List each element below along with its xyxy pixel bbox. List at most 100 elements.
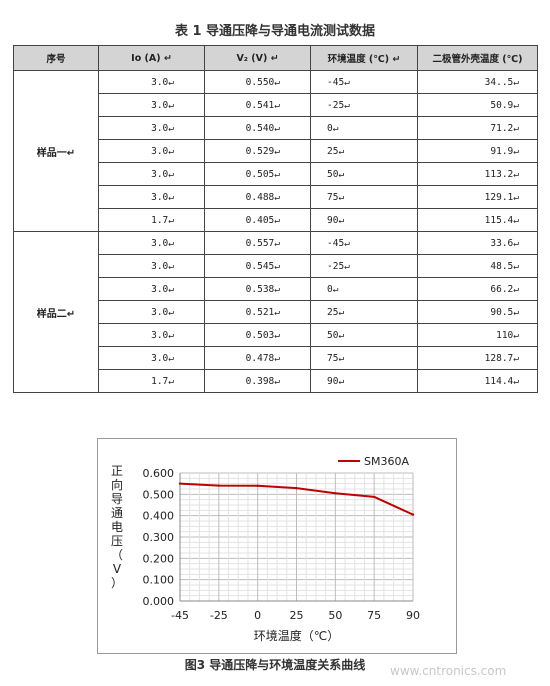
ambient-temp-cell: 50↵: [310, 323, 418, 347]
ambient-temp-cell: 25↵: [310, 300, 418, 324]
y-axis-label-char: 导: [111, 492, 123, 506]
current-cell: 3.0↵: [98, 231, 205, 255]
ambient-temp-cell: 0↵: [310, 277, 418, 301]
y-tick-label: 0.600: [143, 467, 175, 480]
header-ambient-temp: 环境温度 (℃) ↵: [310, 45, 418, 71]
current-cell: 3.0↵: [98, 139, 205, 163]
table-title: 表 1 导通压降与导通电流测试数据: [174, 24, 376, 39]
ambient-temp-cell: -45↵: [310, 70, 418, 94]
case-temp-cell: 115.4↵: [417, 208, 538, 232]
data-point: [411, 513, 415, 516]
table-row: 3.0↵ 0.529↵ 25↵ 91.9↵: [14, 139, 538, 163]
table-header-row: 序号 Io (A) ↵ V₂ (V) ↵ 环境温度 (℃) ↵ 二极管外壳温度 …: [13, 45, 538, 71]
y-tick-label: 0.000: [143, 595, 175, 608]
ambient-temp-cell: -45↵: [310, 231, 418, 255]
table-row: 样品一↵ 3.0↵ 0.550↵ -45↵ 34..5↵: [13, 70, 538, 232]
current-cell: 3.0↵: [98, 346, 205, 370]
voltage-cell: 0.503↵: [204, 323, 311, 347]
x-tick-label: 50: [328, 609, 342, 622]
y-axis-label-char: V: [113, 562, 122, 576]
voltage-cell: 0.550↵: [204, 70, 311, 94]
voltage-cell: 0.505↵: [204, 162, 311, 186]
x-tick-label: -45: [171, 609, 189, 622]
voltage-cell: 0.405↵: [204, 208, 311, 232]
y-tick-label: 0.400: [143, 510, 175, 523]
data-point: [334, 492, 337, 495]
y-tick-label: 0.500: [143, 488, 175, 501]
current-cell: 3.0↵: [98, 185, 205, 209]
case-temp-cell: 33.6↵: [417, 231, 538, 255]
y-tick-label: 0.100: [143, 574, 175, 587]
header-voltage: V₂ (V) ↵: [204, 45, 311, 71]
voltage-cell: 0.488↵: [204, 185, 311, 209]
current-cell: 3.0↵: [98, 323, 205, 347]
table-row: 3.0↵ 0.503↵ 50↵ 110↵: [14, 323, 538, 347]
current-cell: 3.0↵: [98, 93, 205, 117]
table-row: 3.0↵ 0.545↵ -25↵ 48.5↵: [14, 254, 538, 278]
case-temp-cell: 91.9↵: [417, 139, 538, 163]
ambient-temp-cell: 75↵: [310, 346, 418, 370]
table-row: 1.7↵ 0.398↵ 90↵ 114.4↵: [14, 369, 538, 393]
case-temp-cell: 66.2↵: [417, 277, 538, 301]
table-row: 样品二↵ 3.0↵ 0.557↵ -45↵ 33.6↵: [13, 231, 538, 393]
table-row: 3.0↵ 0.505↵ 50↵ 113.2↵: [14, 162, 538, 186]
current-cell: 3.0↵: [98, 116, 205, 140]
case-temp-cell: 71.2↵: [417, 116, 538, 140]
data-point: [372, 495, 376, 499]
voltage-cell: 0.398↵: [204, 369, 311, 393]
voltage-cell: 0.557↵: [204, 231, 311, 255]
current-cell: 3.0↵: [98, 70, 205, 94]
y-axis-label-char: 向: [111, 477, 123, 492]
voltage-cell: 0.538↵: [204, 277, 311, 301]
current-cell: 3.0↵: [98, 300, 205, 324]
current-cell: 3.0↵: [98, 162, 205, 186]
header-case-temp: 二极管外壳温度 (℃): [417, 45, 538, 71]
line-chart: 0.000 0.100 0.200 0.300 0.400 0.500 0.600 -45 -2…: [111, 455, 420, 643]
ambient-temp-cell: 75↵: [310, 185, 418, 209]
voltage-cell: 0.541↵: [204, 93, 311, 117]
data-point: [217, 484, 221, 487]
data-point: [178, 482, 182, 485]
y-axis-label-char: 通: [111, 506, 123, 520]
case-temp-cell: 90.5↵: [417, 300, 538, 324]
voltage-cell: 0.545↵: [204, 254, 311, 278]
case-temp-cell: 129.1↵: [417, 185, 538, 209]
ambient-temp-cell: 90↵: [310, 208, 418, 232]
y-axis-label-char: ）: [111, 576, 123, 590]
ambient-temp-cell: -25↵: [310, 93, 418, 117]
current-cell: 1.7↵: [98, 208, 205, 232]
table-row: 3.0↵ 0.488↵ 75↵ 129.1↵: [14, 185, 538, 209]
table-row: 3.0↵ 0.521↵ 25↵ 90.5↵: [14, 300, 538, 324]
y-axis-label-char: 压: [111, 534, 123, 548]
current-cell: 3.0↵: [98, 254, 205, 278]
voltage-cell: 0.529↵: [204, 139, 311, 163]
sample-group-label: 样品二↵: [13, 231, 99, 393]
x-tick-label: 90: [406, 609, 420, 622]
x-tick-label: -25: [210, 609, 228, 622]
voltage-cell: 0.478↵: [204, 346, 311, 370]
ambient-temp-cell: 25↵: [310, 139, 418, 163]
x-tick-label: 0: [254, 609, 261, 622]
legend-label: SM360A: [364, 455, 409, 468]
case-temp-cell: 50.9↵: [417, 93, 538, 117]
case-temp-cell: 34..5↵: [417, 70, 538, 94]
ambient-temp-cell: 50↵: [310, 162, 418, 186]
watermark: www.cntronics.com: [390, 664, 507, 678]
voltage-cell: 0.540↵: [204, 116, 311, 140]
case-temp-cell: 128.7↵: [417, 346, 538, 370]
case-temp-cell: 110↵: [417, 323, 538, 347]
x-tick-label: 25: [290, 609, 304, 622]
data-point: [256, 484, 259, 487]
case-temp-cell: 113.2↵: [417, 162, 538, 186]
chart-frame: 0.000 0.100 0.200 0.300 0.400 0.500 0.600 -45 -2…: [97, 438, 457, 654]
ambient-temp-cell: -25↵: [310, 254, 418, 278]
x-axis-label: 环境温度（℃）: [254, 628, 339, 643]
y-tick-label: 0.300: [143, 531, 175, 544]
sample-group-label: 样品一↵: [13, 70, 99, 232]
data-point: [295, 486, 298, 490]
header-index: 序号: [13, 45, 99, 71]
figure-caption: 图3 导通压降与环境温度关系曲线: [184, 658, 366, 672]
table-row: 1.7↵ 0.405↵ 90↵ 115.4↵: [14, 208, 538, 232]
case-temp-cell: 48.5↵: [417, 254, 538, 278]
header-current: Io (A) ↵: [98, 45, 205, 71]
